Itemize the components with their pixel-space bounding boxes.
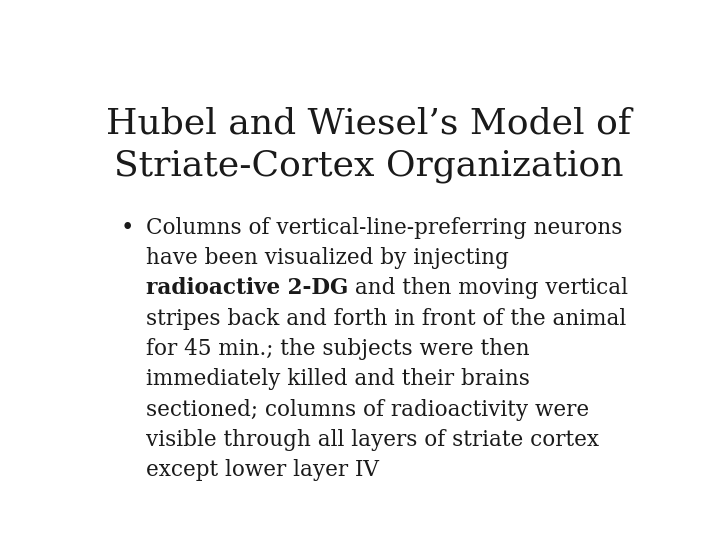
Text: Hubel and Wiesel’s Model of
Striate-Cortex Organization: Hubel and Wiesel’s Model of Striate-Cort…	[107, 106, 631, 183]
Text: visible through all layers of striate cortex: visible through all layers of striate co…	[145, 429, 599, 451]
Text: have been visualized by injecting: have been visualized by injecting	[145, 247, 508, 269]
Text: sectioned; columns of radioactivity were: sectioned; columns of radioactivity were	[145, 399, 589, 421]
Text: stripes back and forth in front of the animal: stripes back and forth in front of the a…	[145, 308, 626, 329]
Text: and then moving vertical: and then moving vertical	[348, 277, 628, 299]
Text: Columns of vertical-line-preferring neurons: Columns of vertical-line-preferring neur…	[145, 217, 622, 239]
Text: for 45 min.; the subjects were then: for 45 min.; the subjects were then	[145, 338, 529, 360]
Text: except lower layer IV: except lower layer IV	[145, 460, 379, 481]
Text: radioactive 2-DG: radioactive 2-DG	[145, 277, 348, 299]
Text: •: •	[121, 217, 134, 239]
Text: immediately killed and their brains: immediately killed and their brains	[145, 368, 530, 390]
